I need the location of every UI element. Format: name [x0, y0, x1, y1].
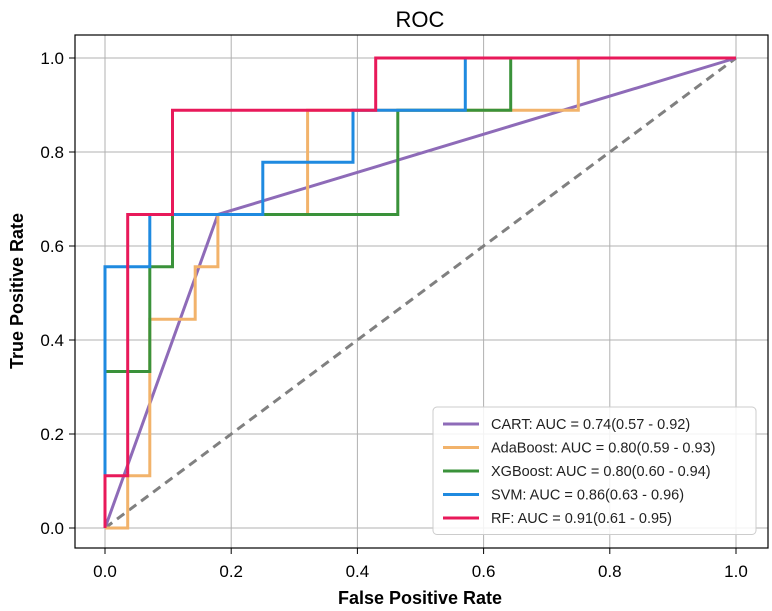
chart-title: ROC [396, 7, 445, 32]
y-tick-label: 0.6 [40, 237, 64, 256]
legend-box [432, 406, 757, 535]
legend-entry: RF: AUC = 0.91(0.61 - 0.95) [491, 511, 672, 527]
y-tick-label: 0.2 [40, 425, 64, 444]
legend-entry: SVM: AUC = 0.86(0.63 - 0.96) [491, 488, 684, 504]
y-axis-title: True Positive Rate [7, 213, 27, 369]
x-tick-label: 0.2 [219, 562, 243, 581]
series-line-svm [103, 56, 736, 528]
y-axis: 0.0 0.2 0.4 0.6 0.8 1.0 [40, 49, 75, 538]
x-axis: 0.0 0.2 0.4 0.6 0.8 1.0 [93, 548, 748, 581]
legend: CART: AUC = 0.74(0.57 - 0.92) AdaBoost: A… [432, 406, 757, 535]
y-tick-label: 0.8 [40, 143, 64, 162]
series-line-adaboost [105, 56, 736, 530]
y-tick-label: 1.0 [40, 49, 64, 68]
legend-entry: XGBoost: AUC = 0.80(0.60 - 0.94) [491, 464, 711, 480]
x-tick-label: 0.0 [93, 562, 117, 581]
x-tick-label: 1.0 [724, 562, 748, 581]
series-layer [103, 56, 737, 530]
x-tick-label: 0.4 [346, 562, 370, 581]
legend-entry: CART: AUC = 0.74(0.57 - 0.92) [491, 417, 690, 433]
y-tick-label: 0.4 [40, 331, 64, 350]
x-tick-label: 0.8 [598, 562, 622, 581]
y-tick-label: 0.0 [40, 519, 64, 538]
plot-frame [74, 34, 769, 549]
grid [75, 35, 768, 548]
x-tick-label: 0.6 [472, 562, 496, 581]
series-line-rf [103, 56, 736, 528]
legend-entry: AdaBoost: AUC = 0.80(0.59 - 0.93) [491, 441, 715, 457]
x-axis-title: False Positive Rate [338, 588, 502, 608]
chance-line [104, 56, 737, 530]
